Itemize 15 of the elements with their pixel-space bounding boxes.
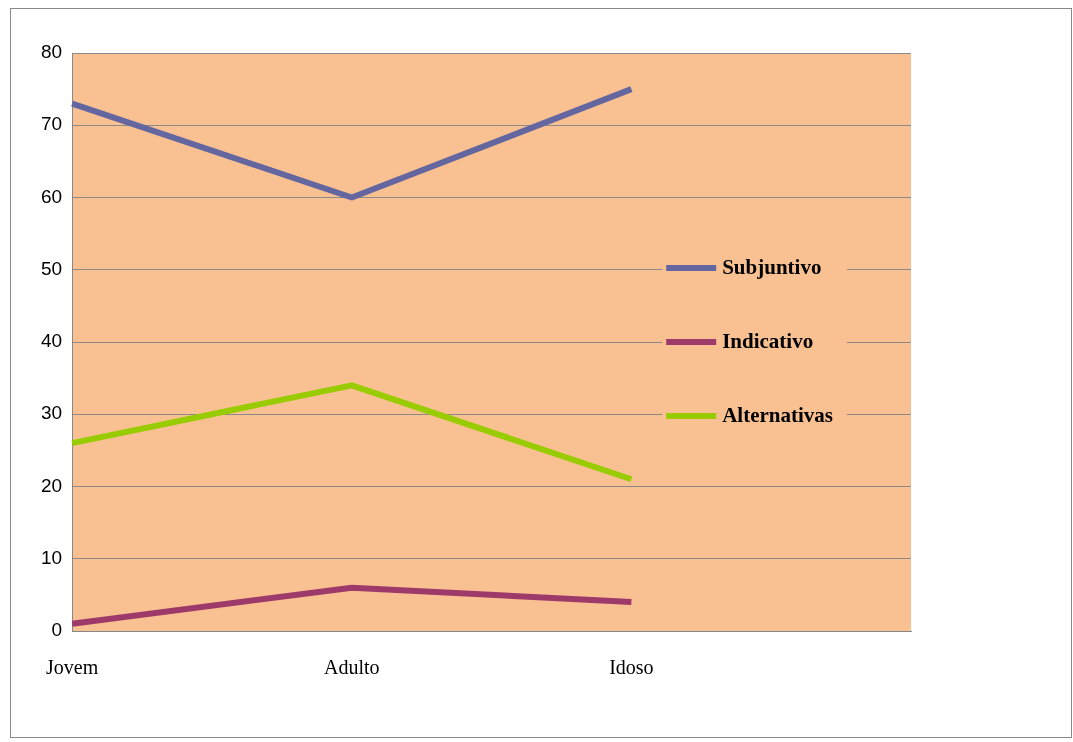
y-tick-label: 20 [40, 474, 63, 496]
legend-label: Subjuntivo [722, 255, 822, 280]
x-tick-label: Jovem [46, 656, 99, 679]
y-tick-label: 50 [40, 257, 63, 279]
y-tick-label: 30 [40, 402, 63, 424]
x-tick-label: Idoso [609, 656, 654, 679]
y-tick-label: 70 [40, 113, 63, 135]
y-tick-label: 80 [40, 41, 63, 63]
y-tick-label: 0 [51, 619, 63, 641]
y-tick-label: 60 [40, 185, 63, 207]
x-tick-label: Adulto [323, 656, 380, 679]
y-tick-label: 10 [40, 546, 63, 568]
legend-label: Indicativo [722, 329, 814, 354]
y-tick-label: 40 [40, 330, 63, 352]
legend-label: Alternativas [722, 403, 834, 428]
